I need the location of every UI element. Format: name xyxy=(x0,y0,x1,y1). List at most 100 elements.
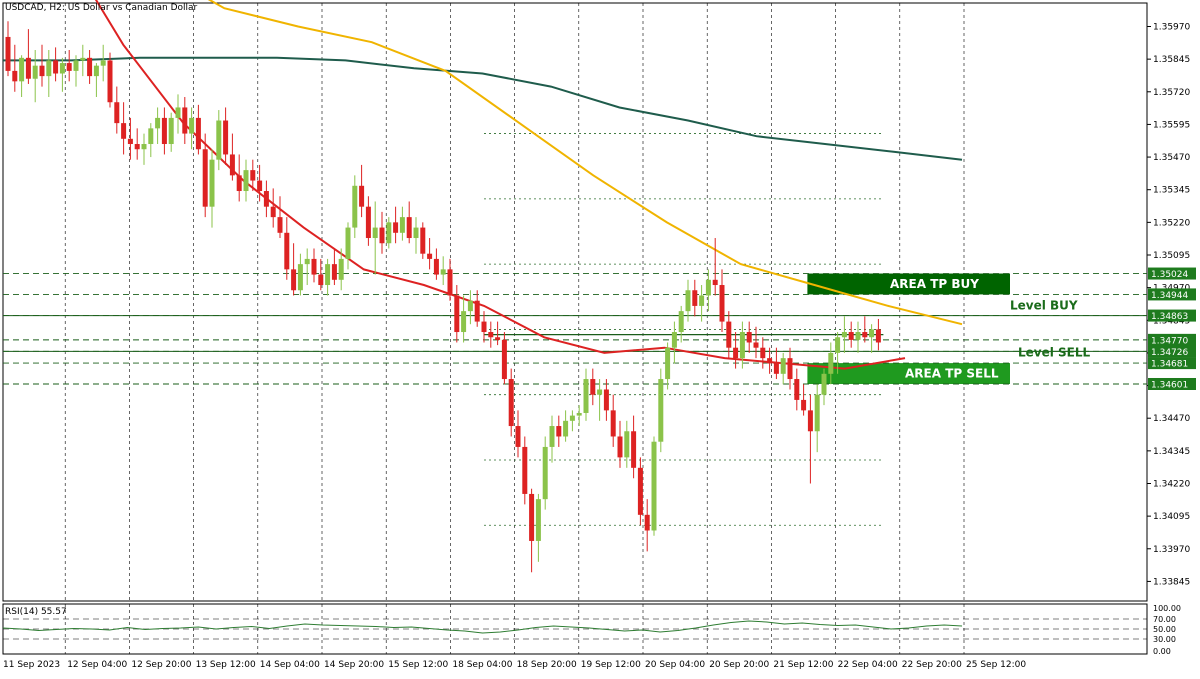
candle xyxy=(869,324,875,353)
y-tick-label: 1.35845 xyxy=(1153,55,1190,65)
candle-body xyxy=(433,258,439,275)
candle-body xyxy=(678,311,684,333)
x-tick-label: 25 Sep 12:00 xyxy=(966,660,1026,670)
candle-body xyxy=(223,120,229,155)
candle-body xyxy=(617,436,623,458)
candle-body xyxy=(733,347,739,359)
candle-body xyxy=(801,399,807,411)
candle xyxy=(161,107,167,155)
price-tag xyxy=(1148,288,1196,301)
candle xyxy=(291,243,297,296)
candle xyxy=(270,188,276,228)
candle-body xyxy=(780,358,786,374)
level-buy-label: Level BUY xyxy=(1010,299,1078,313)
candle-body xyxy=(297,264,303,291)
candle xyxy=(338,248,344,291)
candle xyxy=(719,269,725,333)
candle xyxy=(447,258,453,301)
candle-body xyxy=(195,117,201,150)
price-tag xyxy=(1148,309,1196,322)
candle xyxy=(87,50,93,84)
x-tick-label: 12 Sep 20:00 xyxy=(131,660,191,670)
y-tick-label: 1.35345 xyxy=(1153,186,1190,196)
candle xyxy=(19,55,25,98)
candle xyxy=(372,201,378,275)
candle xyxy=(134,128,140,160)
candle xyxy=(182,97,188,145)
candle xyxy=(25,29,31,84)
candle-body xyxy=(229,154,235,176)
candle-body xyxy=(359,185,365,207)
candle-body xyxy=(841,332,847,338)
candle xyxy=(127,117,133,160)
y-tick-label: 1.34470 xyxy=(1153,414,1190,424)
candle xyxy=(665,342,671,390)
candle-body xyxy=(624,431,630,458)
candle-body xyxy=(576,412,582,416)
candle-body xyxy=(304,258,310,265)
candle xyxy=(5,21,11,77)
candle-body xyxy=(767,358,773,364)
candle-body xyxy=(481,321,487,333)
candle xyxy=(399,206,405,241)
candle xyxy=(66,50,72,82)
time-axis: 11 Sep 2023 12 Sep 04:00 12 Sep 20:00 13 Se… xyxy=(3,660,1026,670)
candle-body xyxy=(107,60,113,103)
candle-body xyxy=(148,128,154,145)
candle xyxy=(746,321,752,353)
candle-body xyxy=(263,191,269,207)
candle-body xyxy=(699,295,705,306)
candle-body xyxy=(53,60,59,74)
candle xyxy=(848,321,854,348)
price-tag-label: 1.34681 xyxy=(1151,360,1188,370)
candle-body xyxy=(25,57,31,79)
candle-body xyxy=(386,222,392,244)
candle xyxy=(651,436,657,536)
candle-body xyxy=(73,60,79,71)
candle xyxy=(780,352,786,385)
candle-body xyxy=(127,138,133,145)
candle-body xyxy=(420,227,426,254)
candle xyxy=(121,102,127,155)
candle-body xyxy=(318,274,324,286)
price-tag xyxy=(1148,357,1196,370)
candle-body xyxy=(739,332,745,359)
price-tag-label: 1.35024 xyxy=(1151,270,1188,280)
candle-body xyxy=(828,352,834,374)
candle xyxy=(359,164,365,218)
candle xyxy=(73,55,79,87)
price-axis: 1.35970 1.35845 1.35720 1.35595 1.35470 1.353… xyxy=(1147,23,1196,587)
candle-body xyxy=(379,227,385,244)
price-tag-label: 1.34944 xyxy=(1151,291,1188,301)
candle-body xyxy=(610,410,616,437)
candle-body xyxy=(182,107,188,134)
candle xyxy=(32,50,38,103)
candle xyxy=(631,415,637,479)
candle xyxy=(773,347,779,380)
candle-body xyxy=(814,394,820,432)
candle-body xyxy=(807,410,813,432)
candle-body xyxy=(5,36,11,71)
candle xyxy=(712,238,718,296)
candle xyxy=(393,206,399,244)
candle xyxy=(304,248,310,286)
candle-body xyxy=(522,446,528,494)
candle xyxy=(148,123,154,158)
candle-body xyxy=(250,170,256,181)
candle-body xyxy=(39,65,45,77)
y-tick-label: 1.35220 xyxy=(1153,218,1190,228)
candle xyxy=(284,217,290,280)
candle-body xyxy=(202,149,208,207)
candle xyxy=(739,321,745,369)
candle-body xyxy=(447,269,453,296)
candle-body xyxy=(644,514,650,531)
candle xyxy=(461,295,467,343)
x-tick-label: 20 Sep 04:00 xyxy=(645,660,705,670)
candle xyxy=(427,238,433,270)
candle xyxy=(236,154,242,202)
candle-body xyxy=(413,227,419,239)
candle xyxy=(168,112,174,152)
candle-body xyxy=(848,332,854,340)
